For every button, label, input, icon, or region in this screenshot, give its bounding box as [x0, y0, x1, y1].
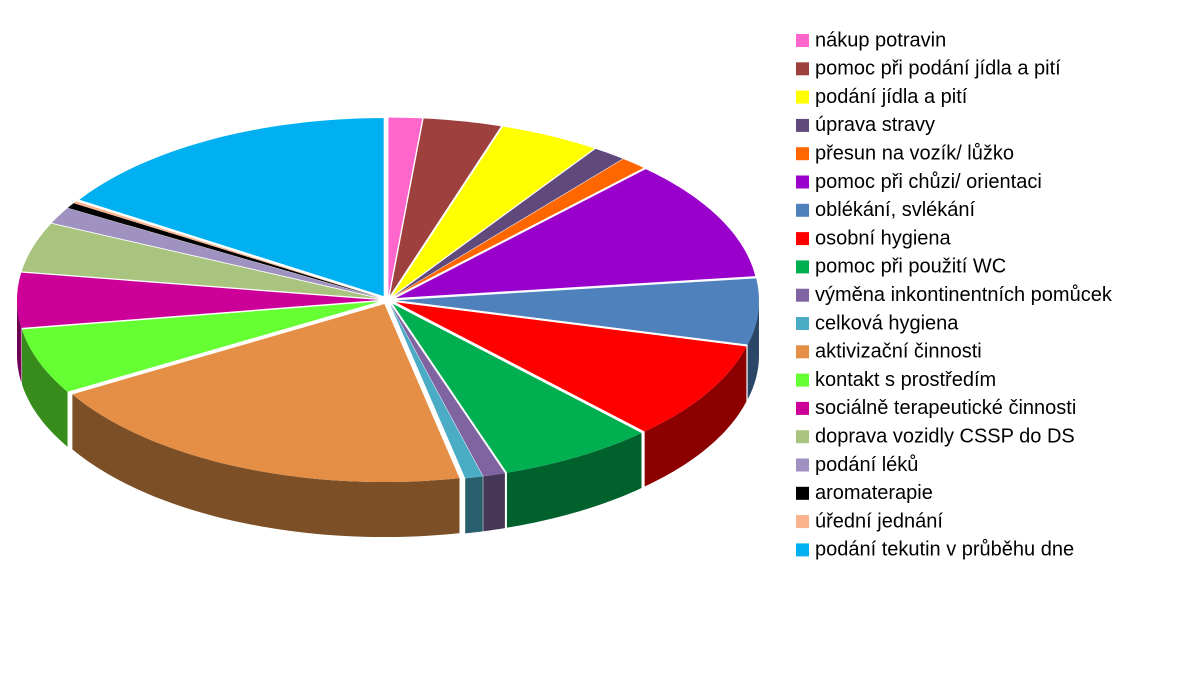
legend-label: pomoc při použití WC — [815, 256, 1006, 278]
slice — [67, 203, 381, 298]
legend-swatch — [796, 288, 809, 302]
legend-swatch — [796, 486, 809, 500]
slice — [396, 169, 756, 299]
legend-swatch — [796, 430, 809, 444]
slice-side — [72, 394, 460, 538]
legend-label: nákup potravin — [815, 29, 946, 51]
slice — [22, 301, 380, 392]
legend-label: sociálně terapeutické činnosti — [815, 397, 1076, 419]
slice — [51, 208, 381, 298]
slice — [390, 304, 483, 479]
legend-label: kontakt s prostředím — [815, 369, 996, 391]
slice — [395, 302, 747, 432]
legend-label: přesun na vozík/ lůžko — [815, 142, 1014, 164]
legend-label: podání jídla a pití — [815, 86, 968, 108]
legend-label: aromaterapie — [815, 482, 933, 504]
slice — [21, 223, 380, 299]
legend-label: úprava stravy — [815, 114, 935, 136]
slice-side — [17, 300, 22, 383]
slice — [391, 126, 595, 297]
legend-swatch — [796, 147, 809, 161]
slice — [72, 304, 460, 483]
slice — [389, 118, 501, 296]
legend-swatch — [796, 317, 809, 330]
legend-label: pomoc při chůzi/ orientaci — [815, 171, 1042, 193]
legend-label: aktivizační činnosti — [815, 341, 982, 363]
slice — [73, 201, 381, 298]
legend-swatch — [796, 373, 809, 387]
slice — [393, 158, 644, 297]
legend-label: celková hygiena — [815, 312, 959, 334]
slice-side — [747, 300, 759, 400]
legend-swatch — [796, 515, 809, 529]
legend-swatch — [796, 175, 809, 189]
slice-side — [644, 346, 747, 487]
legend-label: pomoc při podání jídla a pití — [815, 58, 1061, 80]
slice-side — [22, 329, 68, 447]
legend-label: doprava vozidly CSSP do DS — [815, 425, 1075, 447]
slice — [79, 118, 384, 297]
slice — [390, 304, 505, 477]
legend-swatch — [796, 34, 809, 47]
legend-label: osobní hygiena — [815, 227, 952, 249]
legend-label: oblékání, svlékání — [815, 199, 976, 221]
slice-side — [483, 473, 505, 532]
legend-swatch — [796, 62, 809, 76]
legend-swatch — [796, 543, 809, 557]
legend-swatch — [796, 401, 809, 415]
legend-swatch — [796, 90, 809, 104]
pie-sides — [17, 300, 759, 538]
slice-side — [465, 476, 483, 534]
legend-swatch — [796, 260, 809, 274]
legend-label: úřední jednání — [815, 510, 943, 532]
legend-swatch — [796, 345, 809, 359]
legend-swatch — [796, 203, 809, 217]
legend-label: podání léků — [815, 454, 918, 476]
slice — [393, 148, 623, 297]
legend-label: výměna inkontinentních pomůcek — [815, 284, 1113, 306]
slice — [392, 303, 642, 473]
legend-swatch — [796, 118, 809, 132]
slice — [388, 117, 423, 296]
legend-swatch — [796, 458, 809, 472]
slice — [17, 272, 379, 328]
slice — [396, 278, 759, 345]
slice-side — [506, 433, 642, 528]
legend-swatch — [796, 232, 809, 246]
legend-label: podání tekutin v průběhu dne — [815, 539, 1074, 561]
pie-tops — [17, 117, 759, 483]
